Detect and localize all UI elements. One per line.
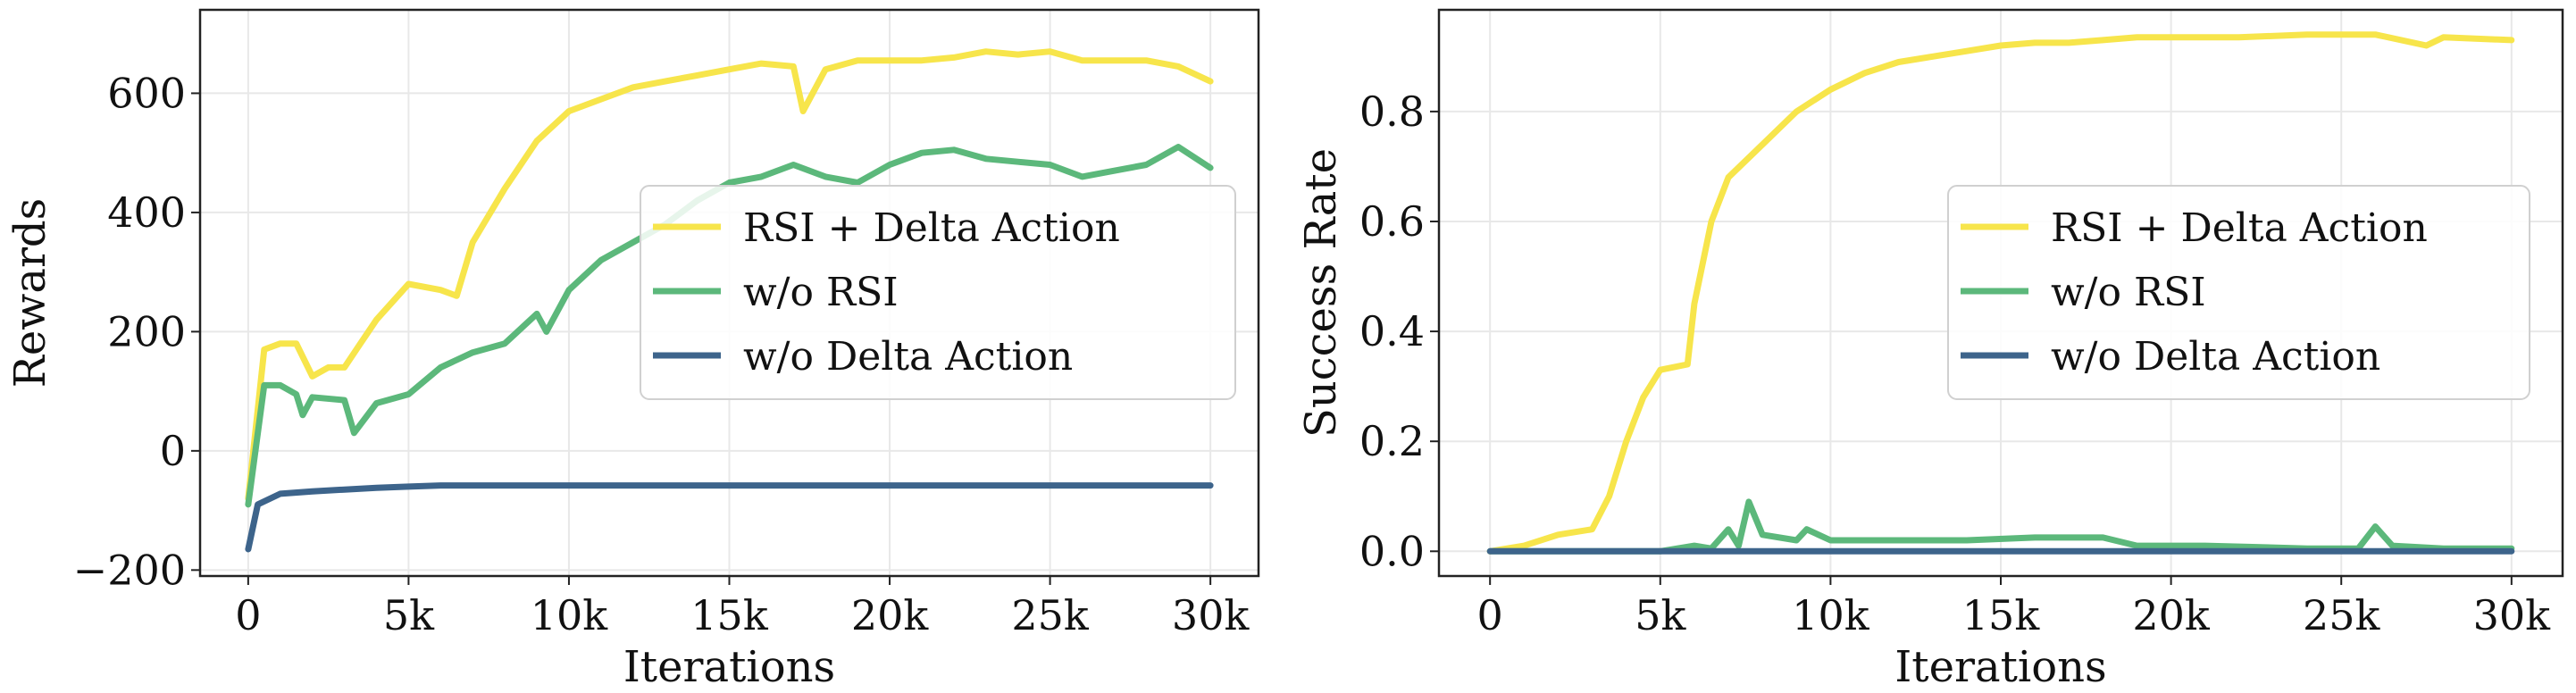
chart-rewards: 0 5k 10k 15k 20k 25k 30k −200 0 200 400 600 Iteratio… xyxy=(5,8,1260,692)
x-tick-label: 10k xyxy=(1792,591,1870,639)
y-tick-label: 400 xyxy=(107,188,186,237)
series-line-rsi-delta xyxy=(245,48,1214,502)
y-axis-label: Rewards xyxy=(5,198,55,388)
series-line-rsi-delta xyxy=(1486,31,2515,555)
y-tick-label: 200 xyxy=(107,307,186,355)
x-tick-label: 30k xyxy=(1172,591,1250,639)
x-tick-label: 0 xyxy=(1477,591,1503,639)
x-axis-label: Iterations xyxy=(1894,642,2106,692)
series-line-wo-rsi xyxy=(1486,498,2515,555)
plot-frame xyxy=(1437,8,2564,578)
y-tick-label: 600 xyxy=(107,69,186,117)
x-tick-label: 30k xyxy=(2473,591,2552,639)
y-tick-label: 0.0 xyxy=(1359,527,1425,575)
legend-label: RSI + Delta Action xyxy=(743,205,1120,251)
y-tick-label: 0.6 xyxy=(1359,197,1425,246)
x-tick-label: 25k xyxy=(1011,591,1090,639)
x-tick-label: 20k xyxy=(2132,591,2211,639)
chart-success-rate: 0 5k 10k 15k 20k 25k 30k 0.0 0.2 0.4 0.6 0.8 Iterati… xyxy=(1296,8,2564,692)
legend-box xyxy=(640,185,1236,400)
x-tick-label: 15k xyxy=(1962,591,2041,639)
y-tick-label: −200 xyxy=(73,546,186,594)
legend-label: RSI + Delta Action xyxy=(2051,205,2428,251)
x-tick-label: 0 xyxy=(235,591,261,639)
legend-label: w/o RSI xyxy=(2051,270,2206,315)
x-tick-label: 25k xyxy=(2303,591,2381,639)
x-tick-label: 15k xyxy=(690,591,769,639)
y-tick-label: 0 xyxy=(160,427,186,475)
legend: RSI + Delta Action w/o RSI w/o Delta Actio… xyxy=(1947,185,2530,400)
legend-label: w/o Delta Action xyxy=(2051,334,2380,380)
legend-label: w/o RSI xyxy=(743,270,899,315)
legend-label: w/o Delta Action xyxy=(743,334,1073,380)
y-axis-label: Success Rate xyxy=(1296,148,1346,438)
y-tick-label: 0.2 xyxy=(1359,417,1425,465)
x-tick-label: 10k xyxy=(531,591,609,639)
legend: RSI + Delta Action w/o RSI w/o Delta Actio… xyxy=(640,185,1236,400)
legend-box xyxy=(1947,185,2530,400)
y-tick-label: 0.8 xyxy=(1359,88,1425,136)
series-line-wo-delta xyxy=(245,482,1214,553)
plot-frame xyxy=(198,8,1260,578)
x-tick-label: 5k xyxy=(383,591,435,639)
y-tick-label: 0.4 xyxy=(1359,307,1425,355)
x-axis-label: Iterations xyxy=(623,642,835,692)
x-tick-label: 20k xyxy=(851,591,930,639)
x-tick-label: 5k xyxy=(1635,591,1686,639)
